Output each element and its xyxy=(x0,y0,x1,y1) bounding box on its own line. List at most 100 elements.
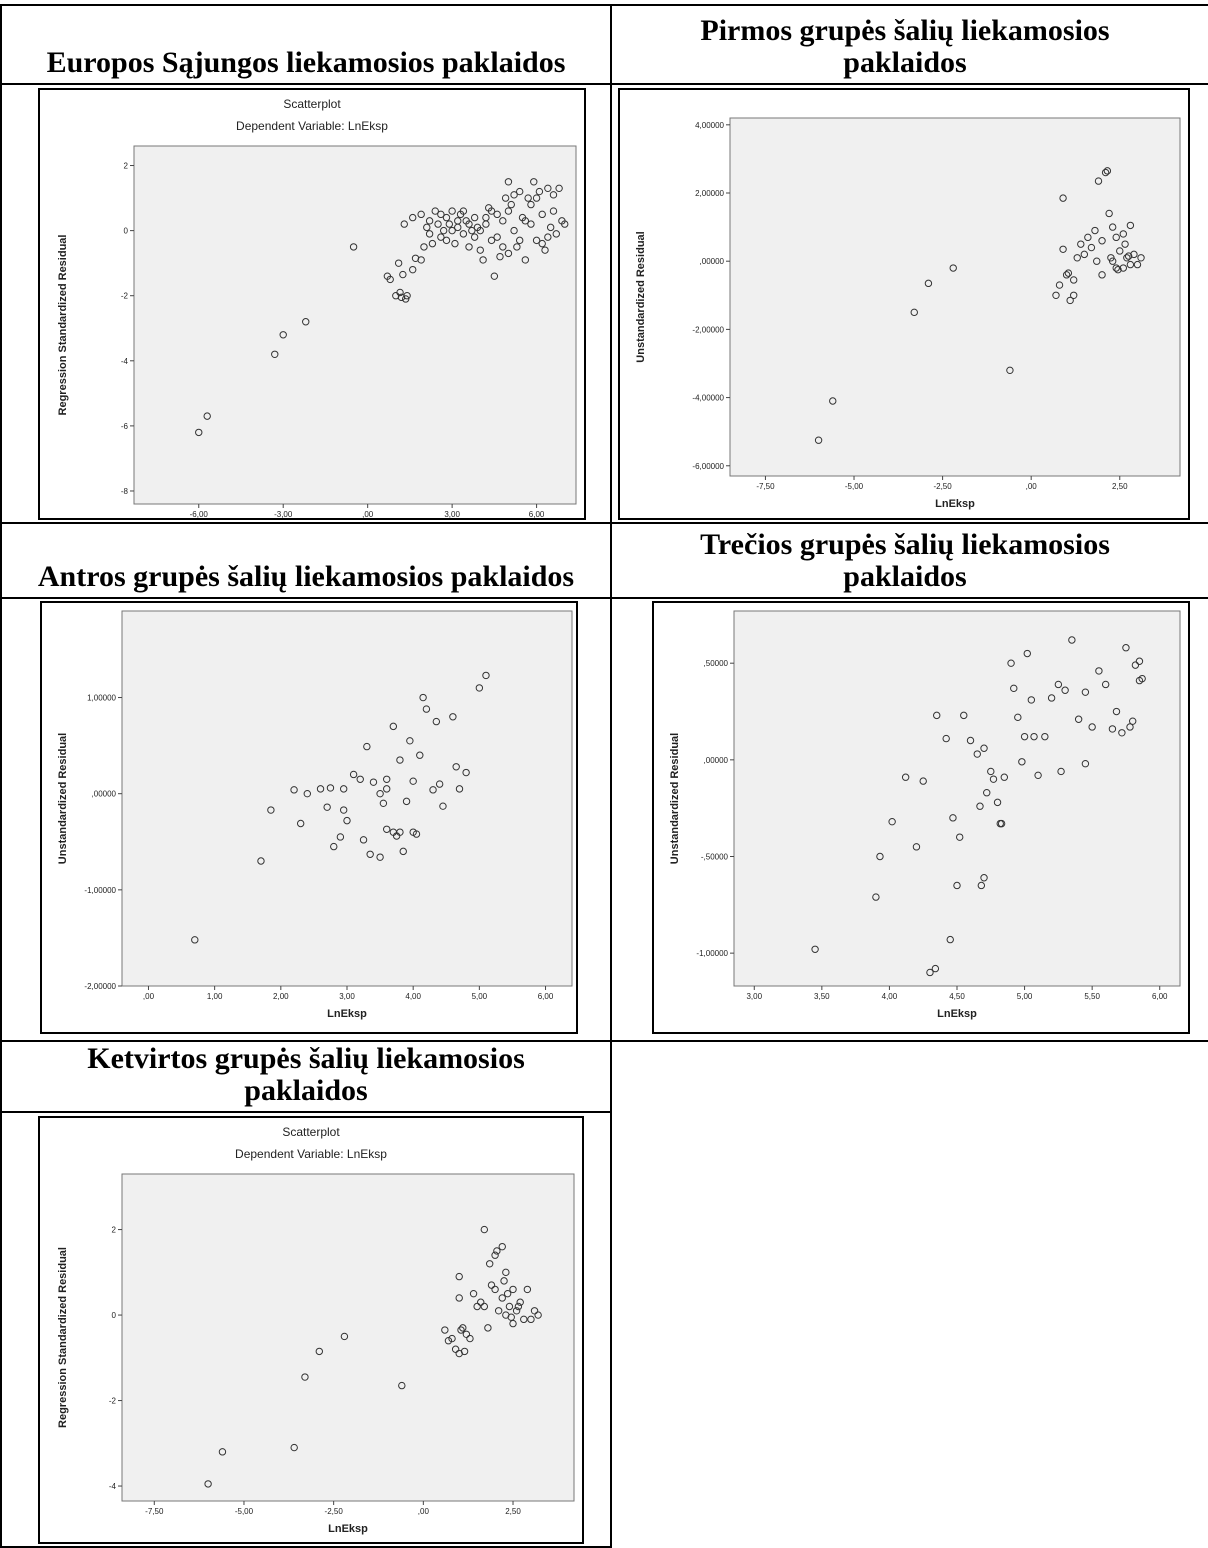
data-point xyxy=(339,806,348,814)
data-point xyxy=(451,239,459,248)
data-point xyxy=(480,1225,489,1234)
data-point xyxy=(1118,729,1126,737)
data-point xyxy=(1130,250,1138,259)
data-point xyxy=(336,833,345,841)
data-point xyxy=(552,230,560,238)
data-point xyxy=(1112,264,1120,272)
data-point xyxy=(437,233,445,241)
data-point xyxy=(1135,676,1144,685)
data-point xyxy=(401,295,410,303)
data-point xyxy=(376,789,384,798)
data-point xyxy=(441,1326,449,1334)
data-point xyxy=(510,226,518,235)
data-point xyxy=(989,775,998,783)
data-point xyxy=(956,833,964,841)
data-point xyxy=(498,1242,506,1251)
data-point xyxy=(541,246,549,254)
data-point xyxy=(417,256,425,264)
data-point xyxy=(1068,636,1076,644)
data-point xyxy=(452,763,460,771)
data-point xyxy=(561,220,569,228)
data-point xyxy=(910,308,918,317)
data-point xyxy=(513,243,521,251)
data-point xyxy=(487,207,496,215)
y-axis-label: Unstandardized Residual xyxy=(635,231,647,362)
data-point xyxy=(507,1313,515,1321)
data-point xyxy=(379,799,388,808)
table-border-left xyxy=(0,4,2,1548)
data-point xyxy=(527,1315,535,1324)
data-point xyxy=(1073,254,1081,262)
data-point xyxy=(1018,758,1026,766)
data-point xyxy=(973,750,981,758)
data-point xyxy=(1059,245,1067,253)
data-point xyxy=(933,711,941,720)
y-tick-label: ,00000 xyxy=(704,756,729,765)
data-point xyxy=(1091,226,1099,235)
data-point xyxy=(901,773,910,781)
data-point xyxy=(416,751,424,759)
data-point xyxy=(475,684,484,692)
data-point xyxy=(1074,715,1083,723)
data-point xyxy=(1114,266,1122,274)
data-point xyxy=(402,797,411,806)
data-point xyxy=(376,853,384,861)
x-tick-label: -7,50 xyxy=(756,482,775,491)
data-point xyxy=(1007,659,1015,667)
table-border-bottom xyxy=(0,1546,612,1548)
data-point xyxy=(442,236,451,245)
y-axis-label: Unstandardized Residual xyxy=(669,733,681,864)
data-point xyxy=(1047,694,1056,702)
data-point xyxy=(455,785,464,793)
cell-title-group4: Ketvirtos grupės šalių liekamosios pakla… xyxy=(87,1042,525,1107)
data-point xyxy=(218,1448,227,1456)
data-point xyxy=(383,825,391,833)
x-tick-label: 4,50 xyxy=(949,992,965,1001)
x-tick-label: -5,00 xyxy=(845,482,864,491)
data-point xyxy=(191,936,199,944)
data-point xyxy=(301,1373,309,1381)
data-point xyxy=(521,217,530,225)
data-point xyxy=(1128,717,1137,725)
scatterplot-group3: 3,00 3,50 4,00 4,50 5,00 5,50 6,00 -1,00000 -,50… xyxy=(652,601,1190,1034)
data-point xyxy=(417,210,425,219)
data-point xyxy=(303,789,311,798)
data-point xyxy=(1123,254,1131,262)
data-point xyxy=(396,756,404,764)
data-point xyxy=(505,1302,514,1311)
row-divider-2 xyxy=(0,522,1208,524)
data-point xyxy=(1095,667,1103,675)
data-point xyxy=(1133,260,1142,269)
data-point xyxy=(504,207,513,215)
x-axis-label: LnEksp xyxy=(935,498,975,510)
x-tick-label: 1,00 xyxy=(207,992,223,1001)
data-point xyxy=(527,200,535,209)
data-point xyxy=(1030,732,1038,741)
data-point xyxy=(423,223,431,232)
data-point xyxy=(976,802,984,810)
data-point xyxy=(507,200,515,209)
data-point xyxy=(1121,240,1129,248)
data-point xyxy=(1126,221,1135,230)
data-point xyxy=(1103,167,1112,175)
x-axis-label: LnEksp xyxy=(937,1008,977,1020)
data-point xyxy=(462,768,470,777)
x-tick-label: -2,50 xyxy=(325,1507,344,1516)
data-point xyxy=(534,1311,542,1319)
data-point xyxy=(203,412,211,420)
data-point xyxy=(457,1326,465,1334)
y-tick-label: 1,00000 xyxy=(87,694,116,703)
data-point xyxy=(524,194,532,202)
x-tick-label: ,00 xyxy=(418,1507,430,1516)
y-tick-label: ,00000 xyxy=(92,790,117,799)
data-point xyxy=(996,819,1004,828)
data-point xyxy=(323,803,331,811)
data-point xyxy=(499,243,507,251)
data-point xyxy=(1098,237,1106,245)
y-tick-label: -4 xyxy=(109,1482,117,1491)
y-tick-label: -4,00000 xyxy=(692,394,724,403)
data-point xyxy=(398,1381,406,1390)
data-point xyxy=(439,226,448,235)
data-point xyxy=(195,428,203,437)
